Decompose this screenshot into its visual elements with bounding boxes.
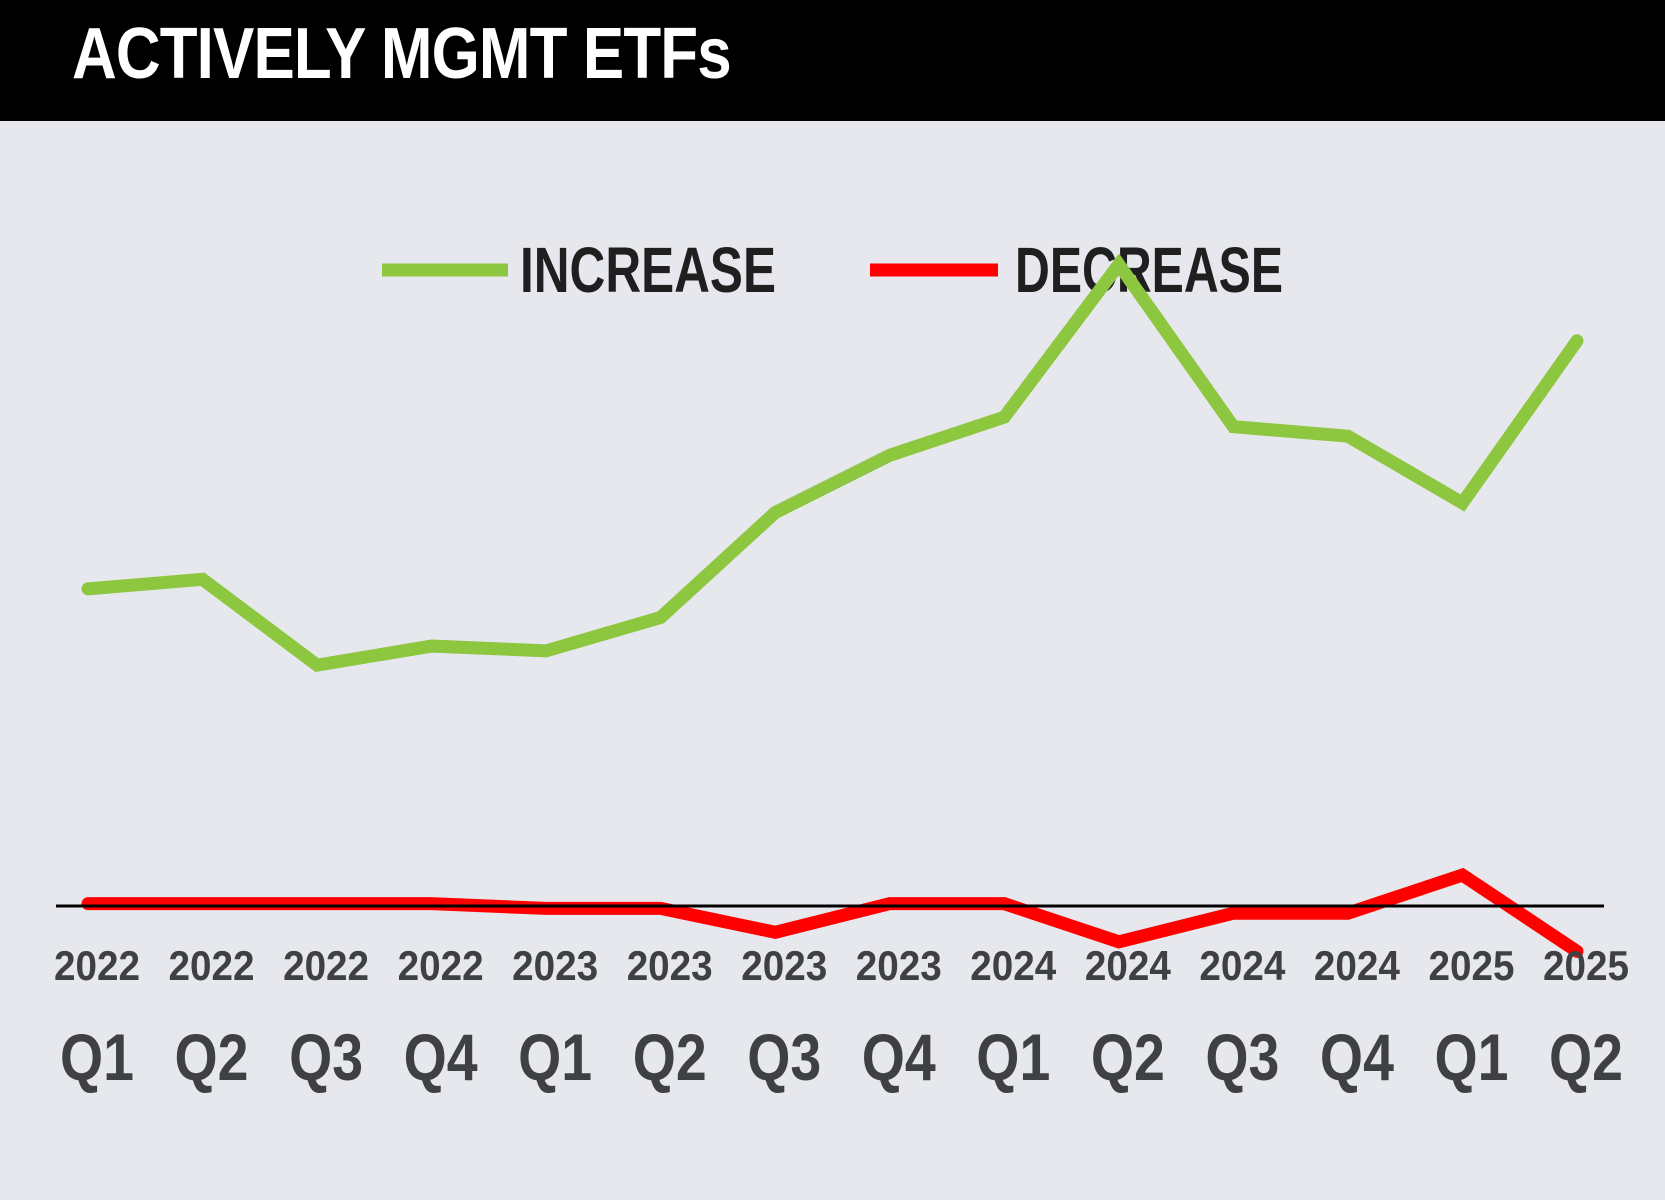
plot-area (81, 253, 1584, 958)
series-line-increase (81, 253, 1584, 673)
tick-label-quarter: Q4 (1320, 1020, 1394, 1094)
tick-label-year: 2022 (169, 942, 255, 989)
tick-label-year: 2022 (54, 942, 140, 989)
tick-label-quarter: Q2 (175, 1020, 249, 1094)
tick-label-quarter: Q2 (1091, 1020, 1165, 1094)
tick-label-quarter: Q1 (518, 1020, 592, 1094)
legend: INCREASE DECREASE (382, 234, 1283, 306)
tick-label-year: 2025 (1543, 942, 1629, 989)
tick-label-quarter: Q2 (1549, 1020, 1623, 1094)
tick-label-year: 2024 (1199, 942, 1286, 989)
legend-label-decrease: DECREASE (1015, 234, 1283, 306)
tick-label-quarter: Q1 (976, 1020, 1050, 1094)
tick-label-quarter: Q3 (747, 1020, 821, 1094)
tick-label-year: 2024 (1085, 942, 1172, 989)
tick-label-year: 2024 (970, 942, 1057, 989)
tick-label-quarter: Q1 (1434, 1020, 1508, 1094)
header-bar: ACTIVELY MGMT ETFs (0, 0, 1665, 121)
tick-label-year: 2022 (398, 942, 484, 989)
tick-label-year: 2022 (283, 942, 369, 989)
tick-label-quarter: Q1 (60, 1020, 134, 1094)
tick-label-year: 2023 (627, 942, 713, 989)
tick-label-year: 2023 (512, 942, 598, 989)
tick-label-year: 2025 (1428, 942, 1514, 989)
tick-label-year: 2024 (1314, 942, 1401, 989)
legend-label-increase: INCREASE (520, 234, 776, 306)
tick-label-quarter: Q2 (633, 1020, 707, 1094)
tick-label-year: 2023 (856, 942, 942, 989)
tick-label-quarter: Q4 (862, 1020, 936, 1094)
tick-label-quarter: Q3 (289, 1020, 363, 1094)
series-line-decrease (81, 867, 1584, 958)
x-axis-ticks: 2022 Q1 2022 Q2 2022 Q3 2022 Q4 2023 Q1 2023 Q2 2023… (54, 942, 1629, 1094)
chart-title: ACTIVELY MGMT ETFs (72, 14, 732, 94)
tick-label-quarter: Q4 (404, 1020, 478, 1094)
tick-label-year: 2023 (741, 942, 827, 989)
tick-label-quarter: Q3 (1205, 1020, 1279, 1094)
